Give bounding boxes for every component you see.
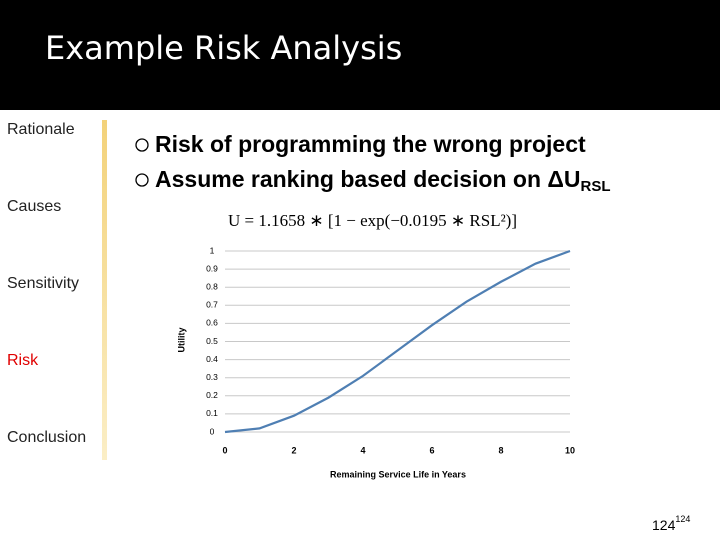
page-number-main: 124 <box>652 517 676 533</box>
sidebar-item: Sensitivity <box>7 275 79 292</box>
header-band <box>0 0 720 110</box>
y-axis-label: Utility <box>176 327 186 352</box>
bullet-icon <box>135 138 149 152</box>
x-tick-label: 0 <box>222 445 227 455</box>
chart-title: U = 1.1658 ∗ [1 − exp(−0.0195 ∗ RSL²)] <box>228 211 517 230</box>
bullet-text: Assume ranking based decision on ΔU <box>155 166 581 192</box>
sidebar-item: Conclusion <box>7 429 86 446</box>
y-tick-label: 0.6 <box>206 318 218 328</box>
page-number: 124124 <box>652 514 690 532</box>
sidebar-divider <box>102 120 107 460</box>
x-tick-label: 8 <box>498 445 503 455</box>
bullet: Risk of programming the wrong project <box>155 131 586 157</box>
sidebar-item: Rationale <box>7 121 75 138</box>
y-tick-label: 0.3 <box>206 372 218 382</box>
bullet: Assume ranking based decision on ΔURSL <box>155 166 611 195</box>
x-tick-label: 6 <box>429 445 434 455</box>
y-tick-label: 0.7 <box>206 300 218 310</box>
y-tick-label: 0.8 <box>206 281 218 291</box>
y-tick-label: 1 <box>210 245 215 255</box>
bullet-subscript: RSL <box>581 178 611 195</box>
y-tick-label: 0 <box>210 426 215 436</box>
page-number-sup: 124 <box>675 514 690 524</box>
y-tick-label: 0.5 <box>206 336 218 346</box>
y-tick-label: 0.1 <box>206 408 218 418</box>
y-tick-label: 0.9 <box>206 263 218 273</box>
slide-title: Example Risk Analysis <box>45 29 402 67</box>
x-tick-label: 2 <box>291 445 296 455</box>
x-tick-label: 4 <box>360 445 365 455</box>
y-tick-label: 0.4 <box>206 354 218 364</box>
line-series <box>224 249 571 434</box>
y-tick-label: 0.2 <box>206 390 218 400</box>
sidebar-item: Causes <box>7 198 61 215</box>
bullet-icon <box>135 173 149 187</box>
x-axis-label: Remaining Service Life in Years <box>330 469 466 479</box>
sidebar-item: Risk <box>7 352 39 369</box>
x-tick-label: 10 <box>565 445 575 455</box>
